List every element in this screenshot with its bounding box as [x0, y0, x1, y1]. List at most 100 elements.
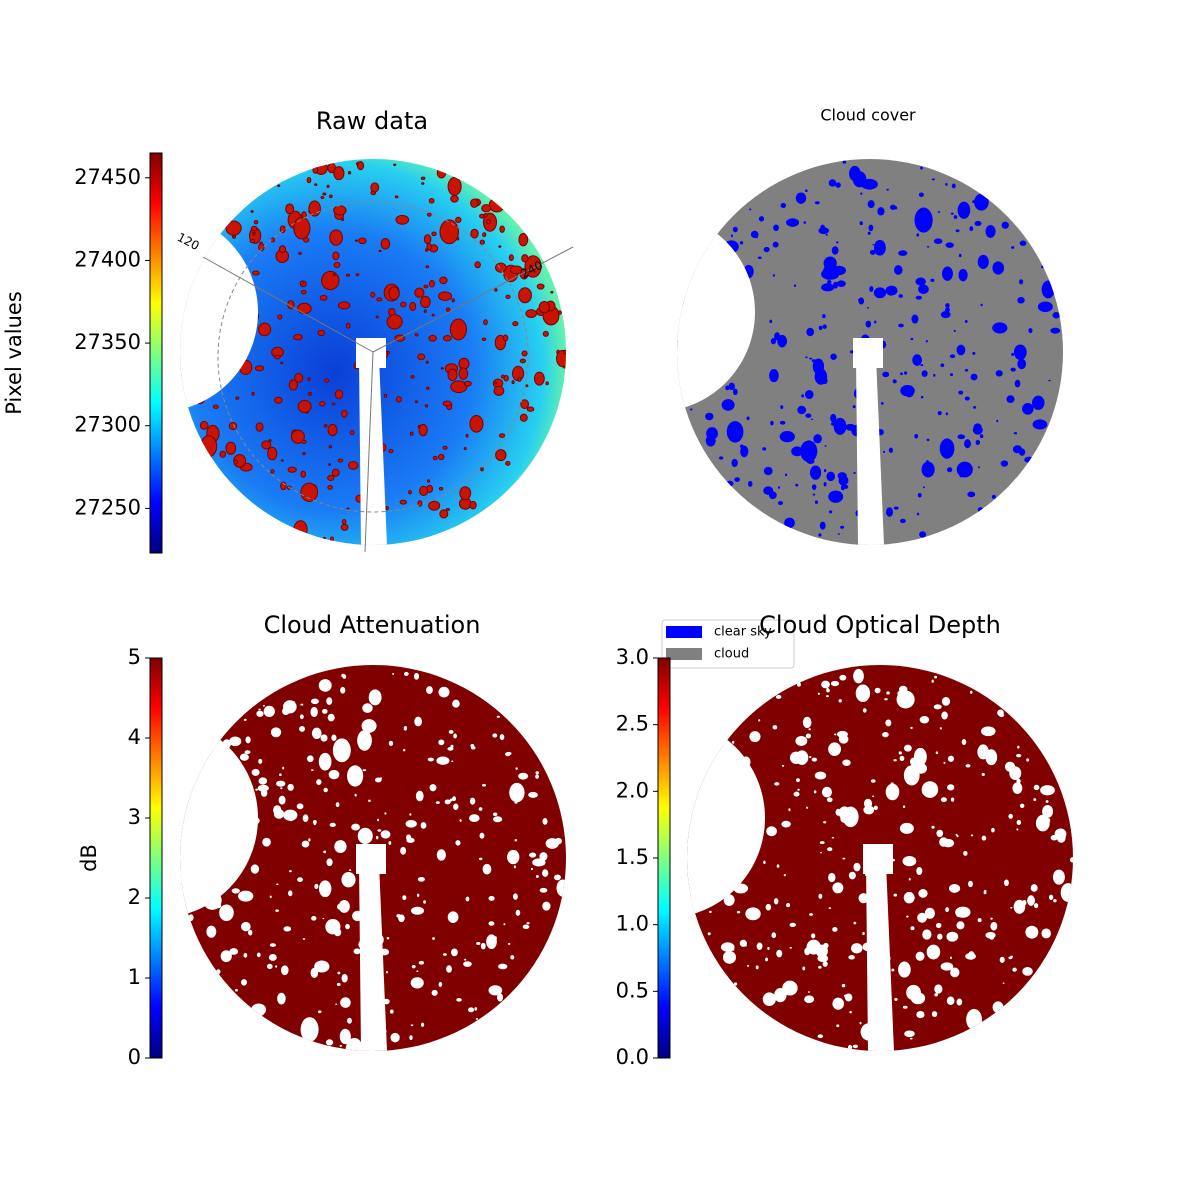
cloud-blob [256, 952, 261, 958]
cloud-blob [947, 755, 955, 762]
cloud-blob [769, 319, 773, 324]
cloud-blob [1011, 246, 1015, 249]
colorbar-tick-label: 27400 [74, 247, 141, 271]
cloud-blob [918, 889, 928, 898]
cloud-blob [762, 447, 767, 451]
cloud-blob [375, 835, 379, 840]
cloud-blob [920, 213, 932, 227]
cloud-blob [788, 808, 791, 812]
cloud-blob [340, 686, 346, 694]
cloud-blob [835, 182, 841, 188]
cloud-blob [278, 245, 287, 254]
cloud-blob [763, 466, 773, 476]
cloud-blob [934, 984, 943, 994]
cloud-blob [442, 400, 452, 407]
cloud-blob [307, 391, 313, 396]
cloud-blob [730, 234, 733, 238]
cloud-blob [1030, 884, 1038, 892]
cloud-blob [958, 268, 968, 282]
cloud-blob [301, 439, 307, 444]
cloud-blob [931, 1011, 938, 1017]
cloud-blob [257, 784, 269, 792]
cloud-blob [341, 409, 348, 418]
cloud-blob [254, 365, 265, 372]
cloud-blob [333, 261, 341, 269]
cloud-blob [463, 961, 472, 967]
grid-ring [217, 201, 529, 513]
cloud-blob [432, 455, 438, 461]
panel-title: Cloud Optical Depth [759, 611, 1001, 639]
cloud-blob [873, 287, 887, 299]
cloud-blob [476, 941, 481, 945]
cloud-blob [804, 390, 814, 400]
cloud-blob [776, 949, 783, 958]
cloud-blob [999, 956, 1005, 963]
cloud-blob [972, 200, 975, 204]
cloud-blob [351, 823, 360, 831]
cloud-blob [1022, 967, 1033, 976]
cloud-blob [211, 903, 215, 906]
cloud-blob [946, 931, 959, 942]
cloud-blob [215, 903, 222, 909]
cloud-blob [862, 931, 865, 936]
cloud-blob [922, 486, 925, 489]
cloud-blob [258, 708, 261, 711]
cloud-blob [317, 329, 326, 337]
cloud-blob [337, 301, 351, 310]
cloud-blob [367, 799, 371, 802]
cloud-blob [280, 361, 284, 365]
cloud-blob [1008, 956, 1013, 960]
cloud-blob [867, 307, 870, 309]
cloud-blob [774, 987, 787, 1003]
cloud-blob [902, 1005, 908, 1009]
cloud-blob [916, 866, 923, 875]
cloud-blob [805, 733, 812, 739]
cloud-blob [521, 350, 528, 357]
cloud-blob [409, 1035, 413, 1040]
cloud-blob [425, 265, 430, 269]
cloud-blob [805, 189, 808, 193]
cloud-blob [920, 364, 924, 367]
cloud-blob [758, 216, 765, 222]
cloud-blob [804, 754, 808, 758]
az-line [202, 256, 374, 353]
cloud-blob [370, 291, 376, 298]
cloud-blob [874, 184, 878, 187]
cloud-blob [340, 997, 351, 1008]
cloud-blob [842, 759, 851, 766]
cloud-blob [395, 214, 410, 225]
cloud-blob [464, 958, 467, 961]
cloud-blob [450, 380, 468, 394]
cloud-blob [299, 726, 306, 732]
cloud-blob [238, 890, 254, 902]
cloud-blob [329, 822, 336, 828]
cloud-blob [339, 1044, 343, 1047]
cloud-blob [867, 231, 871, 235]
cloud-blob [345, 322, 351, 329]
cloud-blob [830, 413, 837, 423]
cloud-blob [451, 948, 458, 957]
cloud-blob [318, 880, 332, 898]
cloud-blob [426, 386, 430, 391]
cloud-blob [802, 966, 806, 971]
cloud-blob [505, 752, 511, 757]
cloud-blob [1011, 352, 1015, 357]
cloud-blob [828, 742, 841, 756]
cloud-blob [948, 884, 961, 893]
cloud-blob [519, 413, 528, 422]
cloud-blob [340, 523, 349, 531]
cloud-blob [939, 727, 942, 730]
cloud-blob [964, 396, 970, 401]
cloud-blob [392, 672, 395, 675]
cloud-blob [1017, 358, 1027, 370]
cloud-blob [807, 991, 810, 993]
cloud-blob [498, 245, 502, 248]
cloud-blob [918, 192, 924, 198]
cloud-blob [964, 368, 969, 372]
cloud-blob [255, 788, 259, 791]
cloud-blob [535, 771, 539, 775]
cloud-blob [447, 911, 459, 923]
cloud-blob [337, 971, 341, 975]
cloud-blob [337, 458, 344, 463]
cloud-blob [515, 909, 521, 916]
